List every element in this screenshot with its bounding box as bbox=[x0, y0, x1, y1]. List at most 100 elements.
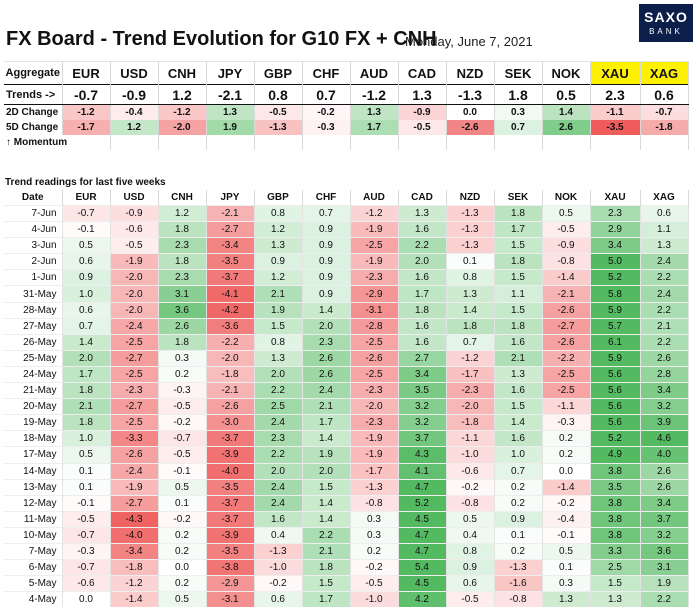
cell-jpy: -3.7 bbox=[206, 269, 255, 286]
cell-jpy: -3.0 bbox=[206, 414, 255, 431]
momentum-spacer bbox=[254, 135, 303, 150]
cell-xag: 2.6 bbox=[640, 478, 689, 496]
table-row: 17-May 0.5 -2.6 -0.5 -3.9 2.2 1.9 -1.9 4.3 -1.0 1.… bbox=[4, 446, 689, 463]
cell-usd: -1.8 bbox=[110, 559, 159, 576]
cell-nok: -0.5 bbox=[542, 221, 591, 238]
cell-cnh: -0.1 bbox=[158, 462, 207, 480]
cell-usd: -4.0 bbox=[110, 526, 159, 544]
cell-gbp: 2.2 bbox=[254, 446, 303, 463]
cell-chf: 1.5 bbox=[302, 478, 351, 496]
cell-xag: 3.6 bbox=[640, 542, 689, 560]
cell-aud: -0.8 bbox=[350, 494, 399, 512]
cell-xau: 5.6 bbox=[590, 365, 641, 383]
5d-change-cnh: -2.0 bbox=[158, 120, 207, 135]
cell-cnh: 3.6 bbox=[158, 301, 207, 319]
cell-usd: -3.4 bbox=[110, 542, 159, 560]
cell-usd: -0.6 bbox=[110, 221, 159, 238]
row-date: 5-May bbox=[4, 575, 63, 592]
cell-xag: 2.2 bbox=[640, 333, 689, 351]
cell-sek: 1.5 bbox=[494, 237, 543, 254]
cell-nzd: 0.5 bbox=[446, 510, 495, 528]
cell-chf: 1.4 bbox=[302, 494, 351, 512]
cell-jpy: -4.2 bbox=[206, 301, 255, 319]
cell-aud: -1.2 bbox=[350, 204, 399, 222]
cell-sek: 0.2 bbox=[494, 494, 543, 512]
cell-usd: -1.9 bbox=[110, 253, 159, 270]
cell-xau: 1.3 bbox=[590, 591, 641, 607]
currency-header-usd: USD bbox=[110, 61, 159, 85]
cell-eur: 0.1 bbox=[62, 462, 111, 480]
momentum-spacer bbox=[590, 135, 641, 150]
cell-cnh: 0.5 bbox=[158, 478, 207, 496]
cell-xau: 3.8 bbox=[590, 494, 641, 512]
cell-nok: -0.2 bbox=[542, 494, 591, 512]
cell-sek: 0.2 bbox=[494, 542, 543, 560]
cell-xau: 2.9 bbox=[590, 221, 641, 238]
cell-nok: -0.3 bbox=[542, 414, 591, 431]
2d-change-sek: 0.3 bbox=[494, 104, 543, 120]
currency-header-eur: EUR bbox=[62, 61, 111, 85]
cell-nzd: 0.1 bbox=[446, 253, 495, 270]
row-date: 1-Jun bbox=[4, 269, 63, 286]
cell-jpy: -3.9 bbox=[206, 526, 255, 544]
momentum-spacer bbox=[398, 135, 447, 150]
cell-xau: 5.7 bbox=[590, 317, 641, 335]
cell-chf: 2.4 bbox=[302, 382, 351, 399]
2d-change-label: 2D Change bbox=[4, 104, 63, 120]
history-header-gbp: GBP bbox=[254, 190, 303, 206]
cell-xag: 4.6 bbox=[640, 430, 689, 447]
trends-label: Trends -> bbox=[4, 84, 63, 105]
cell-nzd: -2.3 bbox=[446, 382, 495, 399]
cell-nzd: 1.8 bbox=[446, 317, 495, 335]
momentum-label: ↑ Momentum bbox=[4, 135, 111, 150]
cell-nzd: 0.4 bbox=[446, 526, 495, 544]
table-row: 2-Jun 0.6 -1.9 1.8 -3.5 0.9 0.9 -1.9 2.0 0.1 1.8 -0… bbox=[4, 253, 689, 270]
cell-sek: 1.4 bbox=[494, 414, 543, 431]
cell-usd: -2.3 bbox=[110, 382, 159, 399]
cell-eur: -0.3 bbox=[62, 542, 111, 560]
momentum-spacer bbox=[302, 135, 351, 150]
cell-cnh: 1.8 bbox=[158, 253, 207, 270]
cell-aud: -1.9 bbox=[350, 221, 399, 238]
cell-eur: 0.1 bbox=[62, 478, 111, 496]
cell-aud: -1.9 bbox=[350, 446, 399, 463]
cell-eur: 1.8 bbox=[62, 414, 111, 431]
5d-change-gbp: -1.3 bbox=[254, 120, 303, 135]
history-table: Trend readings for last five weeks Date EU… bbox=[4, 175, 689, 607]
table-row: 4-May 0.0 -1.4 0.5 -3.1 0.6 1.7 -1.0 4.2 -0.5 -0.8… bbox=[4, 591, 689, 607]
cell-xau: 3.5 bbox=[590, 478, 641, 496]
cell-cnh: 1.8 bbox=[158, 333, 207, 351]
cell-usd: -1.2 bbox=[110, 575, 159, 592]
cell-chf: 1.7 bbox=[302, 591, 351, 607]
cell-gbp: -1.3 bbox=[254, 542, 303, 560]
cell-cad: 1.3 bbox=[398, 204, 447, 222]
2d-change-chf: -0.2 bbox=[302, 104, 351, 120]
cell-xau: 4.9 bbox=[590, 446, 641, 463]
cell-cad: 2.0 bbox=[398, 253, 447, 270]
row-date: 18-May bbox=[4, 430, 63, 447]
row-date: 27-May bbox=[4, 317, 63, 335]
cell-xag: 3.4 bbox=[640, 494, 689, 512]
cell-gbp: 1.3 bbox=[254, 237, 303, 254]
cell-nzd: -1.2 bbox=[446, 349, 495, 367]
cell-xag: 2.8 bbox=[640, 365, 689, 383]
cell-xag: 2.2 bbox=[640, 301, 689, 319]
cell-aud: -2.8 bbox=[350, 317, 399, 335]
momentum-row: ↑ Momentum bbox=[4, 135, 689, 150]
cell-nok: -0.9 bbox=[542, 237, 591, 254]
table-row: 6-May -0.7 -1.8 0.0 -3.8 -1.0 1.8 -0.2 5.4 0.9 -1.… bbox=[4, 559, 689, 576]
momentum-spacer bbox=[494, 135, 543, 150]
cell-xau: 3.8 bbox=[590, 510, 641, 528]
cell-xag: 3.9 bbox=[640, 414, 689, 431]
cell-gbp: 2.2 bbox=[254, 382, 303, 399]
cell-gbp: 1.2 bbox=[254, 269, 303, 286]
history-header-aud: AUD bbox=[350, 190, 399, 206]
cell-cnh: -0.5 bbox=[158, 446, 207, 463]
cell-aud: -2.3 bbox=[350, 382, 399, 399]
cell-nok: 0.0 bbox=[542, 462, 591, 480]
cell-gbp: 0.4 bbox=[254, 526, 303, 544]
trend-cad: 1.3 bbox=[398, 84, 447, 105]
cell-nok: 0.3 bbox=[542, 575, 591, 592]
cell-eur: 1.4 bbox=[62, 333, 111, 351]
cell-sek: 1.1 bbox=[494, 285, 543, 303]
